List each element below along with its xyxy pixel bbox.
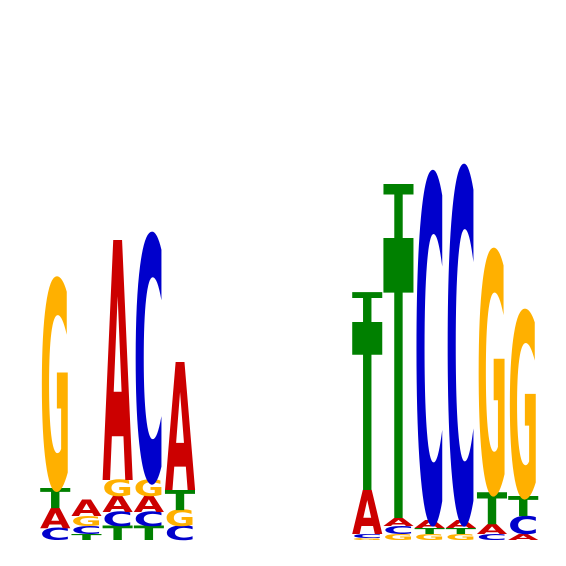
logo-letter-a: A [414, 518, 445, 531]
logo-letter-t: T [40, 483, 71, 515]
logo-letter-g: G [165, 507, 195, 532]
logo-letter-g: G [446, 533, 476, 542]
logo-letter-a: A [446, 518, 477, 531]
logo-letter-t: T [446, 526, 477, 536]
logo-letter-a: A [102, 491, 133, 517]
logo-letter-t: T [477, 484, 507, 535]
logo-letter-c: C [414, 82, 444, 566]
logo-letter-t: T [71, 532, 102, 542]
logo-letter-g: G [71, 513, 101, 529]
logo-letter-a: A [352, 480, 383, 550]
logo-letter-c: C [134, 508, 164, 531]
logo-letter-g: G [414, 533, 444, 542]
logo-letter-g: G [134, 477, 164, 502]
logo-letter-a: A [40, 503, 71, 535]
logo-letter-a: A [383, 516, 414, 529]
logo-letter-c: C [134, 171, 164, 560]
logo-letter-t: T [352, 285, 383, 333]
logo-letter-c: C [477, 533, 507, 543]
logo-letter-a: A [71, 495, 102, 521]
logo-letter-t: T [352, 278, 382, 546]
logo-letter-c: C [40, 525, 70, 544]
logo-letter-a: A [508, 532, 538, 542]
logo-letter-g: G [352, 538, 382, 541]
logo-letter-g: G [383, 533, 413, 542]
logo-letter-a: A [134, 491, 165, 517]
logo-letter-a: A [102, 175, 132, 558]
logo-letter-c: C [446, 76, 476, 566]
logo-letter-c: C [165, 522, 195, 545]
logo-letter-t: T [134, 523, 165, 545]
logo-letter-c: C [102, 508, 132, 531]
logo-letter-g: G [508, 262, 538, 556]
logo-letter-t: T [383, 170, 414, 256]
logo-letter-c: C [508, 512, 539, 541]
logo-letter-g: G [40, 223, 70, 555]
logo-letter-t: T [383, 163, 414, 566]
logo-letter-t: T [414, 526, 445, 536]
logo-letter-t: T [508, 491, 539, 523]
logo-letter-c: C [352, 533, 382, 539]
logo-letter-c: C [383, 524, 413, 537]
logo-letter-g: G [477, 188, 507, 566]
logo-letter-t: T [165, 485, 196, 517]
logo-letter-t: T [102, 523, 133, 545]
logo-letter-a: A [165, 329, 195, 533]
logo-letter-c: C [71, 524, 101, 537]
logo-letter-g: G [102, 477, 132, 502]
logo-letter-a: A [477, 521, 508, 537]
